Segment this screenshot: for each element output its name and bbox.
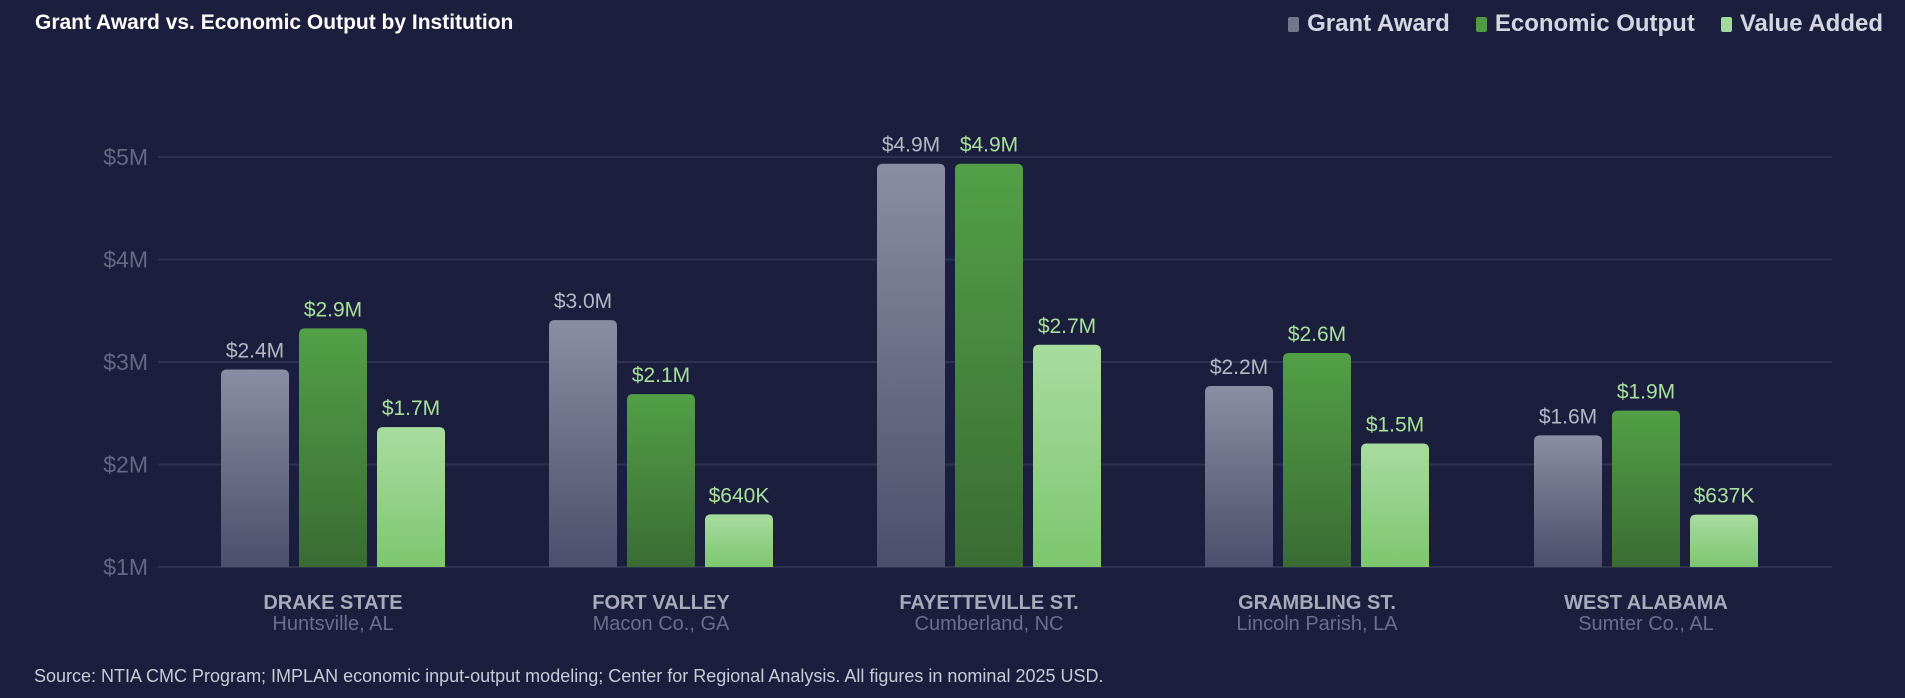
data-label: $2.4M xyxy=(226,339,284,362)
legend-label: Economic Output xyxy=(1494,10,1695,37)
data-label: $1.9M xyxy=(1617,381,1675,404)
y-tick-label: $1M xyxy=(103,554,148,580)
y-tick-label: $2M xyxy=(103,452,148,478)
bar xyxy=(1612,410,1680,567)
bar xyxy=(1361,443,1429,567)
legend-label: Grant Award xyxy=(1307,10,1450,37)
bar xyxy=(377,427,445,567)
legend-item-economic-output[interactable]: Economic Output xyxy=(1475,10,1695,38)
legend-item-grant-award[interactable]: Grant Award xyxy=(1288,10,1450,38)
data-label: $1.7M xyxy=(382,397,440,420)
data-label: $2.9M xyxy=(304,298,362,321)
bar xyxy=(705,514,773,567)
x-category-label: WEST ALABAMA xyxy=(1564,592,1728,614)
data-label: $4.9M xyxy=(882,134,940,157)
bar xyxy=(299,328,367,567)
source-note: Source: NTIA CMC Program; IMPLAN economi… xyxy=(34,666,1104,686)
data-label: $4.9M xyxy=(960,134,1018,157)
x-category-label: FAYETTEVILLE ST. xyxy=(899,592,1078,614)
data-label: $1.5M xyxy=(1366,414,1424,437)
data-label: $640K xyxy=(709,484,770,507)
data-label: $3.0M xyxy=(554,290,612,313)
bar xyxy=(1205,385,1273,567)
x-category-label: GRAMBLING ST. xyxy=(1238,592,1396,614)
data-label: $2.7M xyxy=(1038,315,1096,338)
data-label: $1.6M xyxy=(1539,405,1597,428)
bar xyxy=(1690,514,1758,567)
x-category-sublabel: Cumberland, NC xyxy=(915,613,1064,635)
bar xyxy=(1283,353,1351,567)
x-category-label: DRAKE STATE xyxy=(263,592,402,614)
y-tick-label: $3M xyxy=(103,349,148,375)
bar xyxy=(1534,435,1602,567)
bar xyxy=(955,163,1023,568)
legend-swatch xyxy=(1288,16,1300,32)
x-category-sublabel: Sumter Co., AL xyxy=(1578,613,1714,635)
data-label: $2.2M xyxy=(1210,356,1268,379)
y-tick-label: $4M xyxy=(103,247,148,273)
bar xyxy=(1033,344,1101,567)
bar xyxy=(221,369,289,567)
legend-label: Value Added xyxy=(1739,10,1883,37)
x-category-label: FORT VALLEY xyxy=(592,592,730,614)
bar xyxy=(549,320,617,567)
chart-title: Grant Award vs. Economic Output by Insti… xyxy=(35,11,514,34)
x-category-sublabel: Macon Co., GA xyxy=(593,613,730,635)
legend: Grant Award Economic Output Value Added xyxy=(1288,10,1883,38)
bar xyxy=(877,163,945,568)
legend-swatch xyxy=(1720,16,1732,32)
data-label: $637K xyxy=(1694,485,1755,508)
x-category-sublabel: Lincoln Parish, LA xyxy=(1236,613,1398,635)
bar xyxy=(627,394,695,567)
data-label: $2.6M xyxy=(1288,323,1346,346)
legend-swatch xyxy=(1475,16,1487,32)
data-label: $2.1M xyxy=(632,364,690,387)
x-category-sublabel: Huntsville, AL xyxy=(272,613,393,635)
legend-item-value-added[interactable]: Value Added xyxy=(1720,10,1883,38)
y-tick-label: $5M xyxy=(103,144,148,170)
